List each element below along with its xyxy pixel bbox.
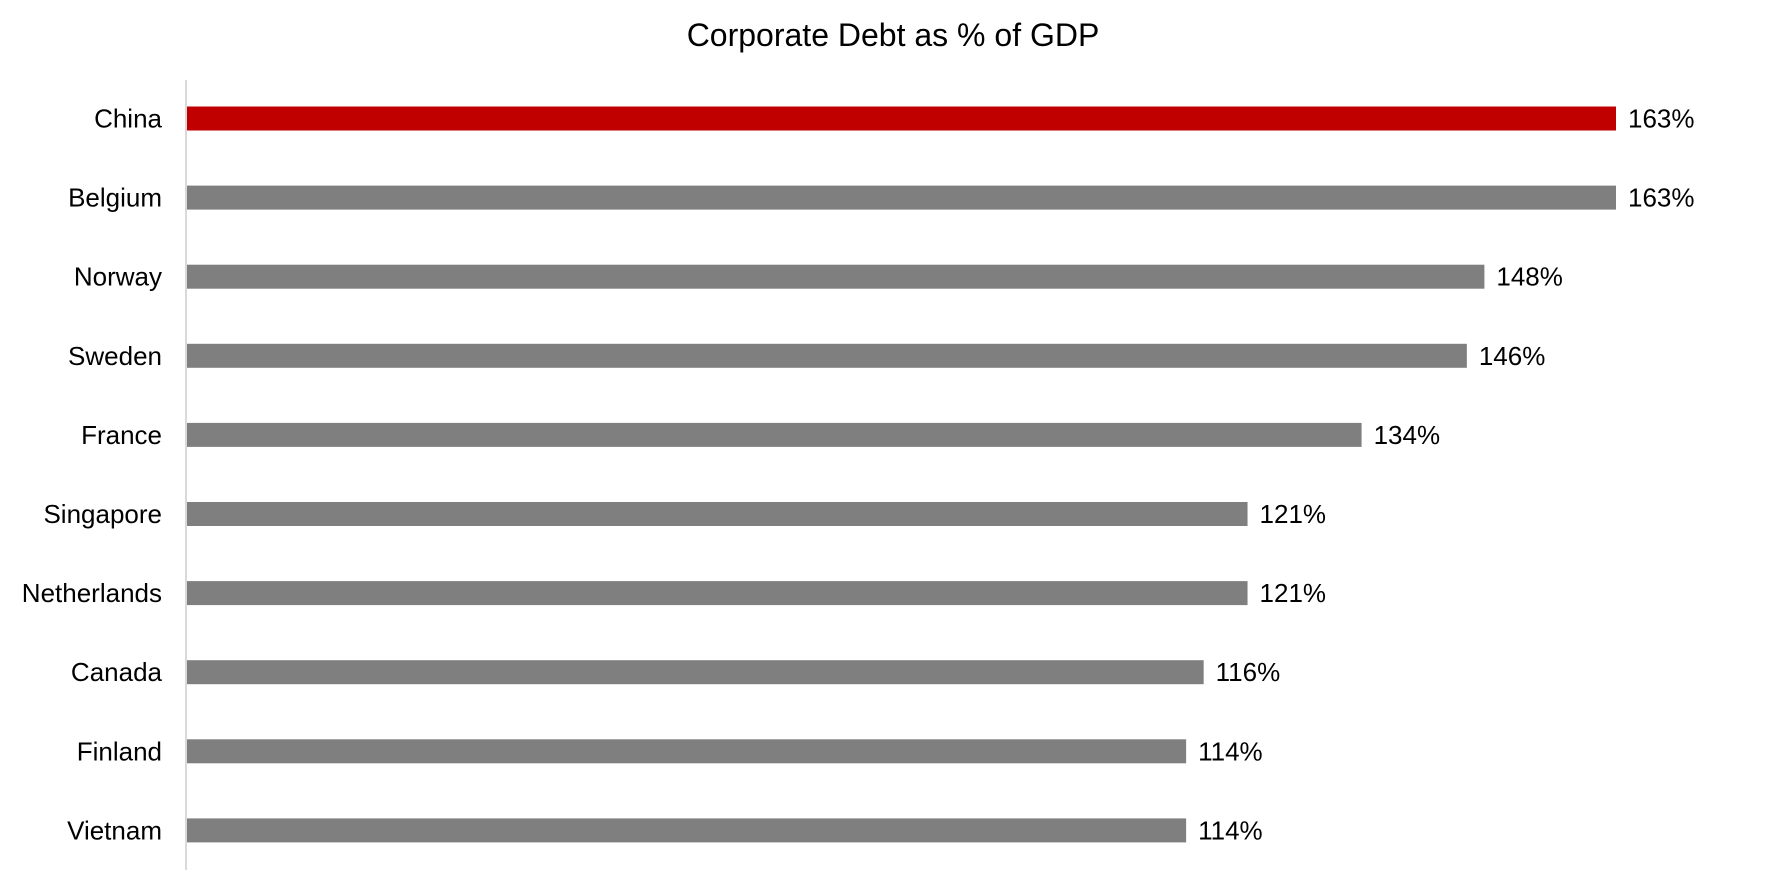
bar-sweden xyxy=(187,343,1467,368)
category-label-vietnam: Vietnam xyxy=(67,815,162,845)
bar-norway xyxy=(187,264,1485,289)
value-label-france: 134% xyxy=(1374,420,1441,450)
bars-layer xyxy=(187,106,1616,843)
category-label-netherlands: Netherlands xyxy=(22,578,162,608)
category-label-canada: Canada xyxy=(71,657,163,687)
value-label-canada: 116% xyxy=(1216,657,1281,687)
value-label-vietnam: 114% xyxy=(1198,815,1263,845)
bar-netherlands xyxy=(187,581,1248,606)
value-label-netherlands: 121% xyxy=(1260,578,1327,608)
value-label-sweden: 146% xyxy=(1479,341,1546,371)
bar-china xyxy=(187,106,1616,131)
category-labels: China Belgium Norway Sweden France Singapore N… xyxy=(22,104,163,846)
value-label-singapore: 121% xyxy=(1260,499,1327,529)
category-label-france: France xyxy=(81,420,162,450)
value-label-belgium: 163% xyxy=(1628,183,1695,213)
category-label-finland: Finland xyxy=(77,736,162,766)
category-label-belgium: Belgium xyxy=(68,183,162,213)
bar-finland xyxy=(187,739,1187,764)
category-label-sweden: Sweden xyxy=(68,341,162,371)
bar-vietnam xyxy=(187,818,1187,843)
value-label-china: 163% xyxy=(1628,104,1695,134)
bar-france xyxy=(187,422,1362,447)
category-label-china: China xyxy=(94,104,162,134)
value-labels: 163% 163% 148% 146% 134% 121% 121% 116% 114% 114% xyxy=(1198,104,1694,846)
bar-singapore xyxy=(187,502,1248,526)
category-label-norway: Norway xyxy=(74,262,162,292)
value-label-finland: 114% xyxy=(1198,736,1263,766)
chart-title: Corporate Debt as % of GDP xyxy=(687,17,1100,53)
value-label-norway: 148% xyxy=(1496,262,1563,292)
bar-canada xyxy=(187,660,1204,685)
category-label-singapore: Singapore xyxy=(43,499,162,529)
bar-belgium xyxy=(187,185,1616,210)
